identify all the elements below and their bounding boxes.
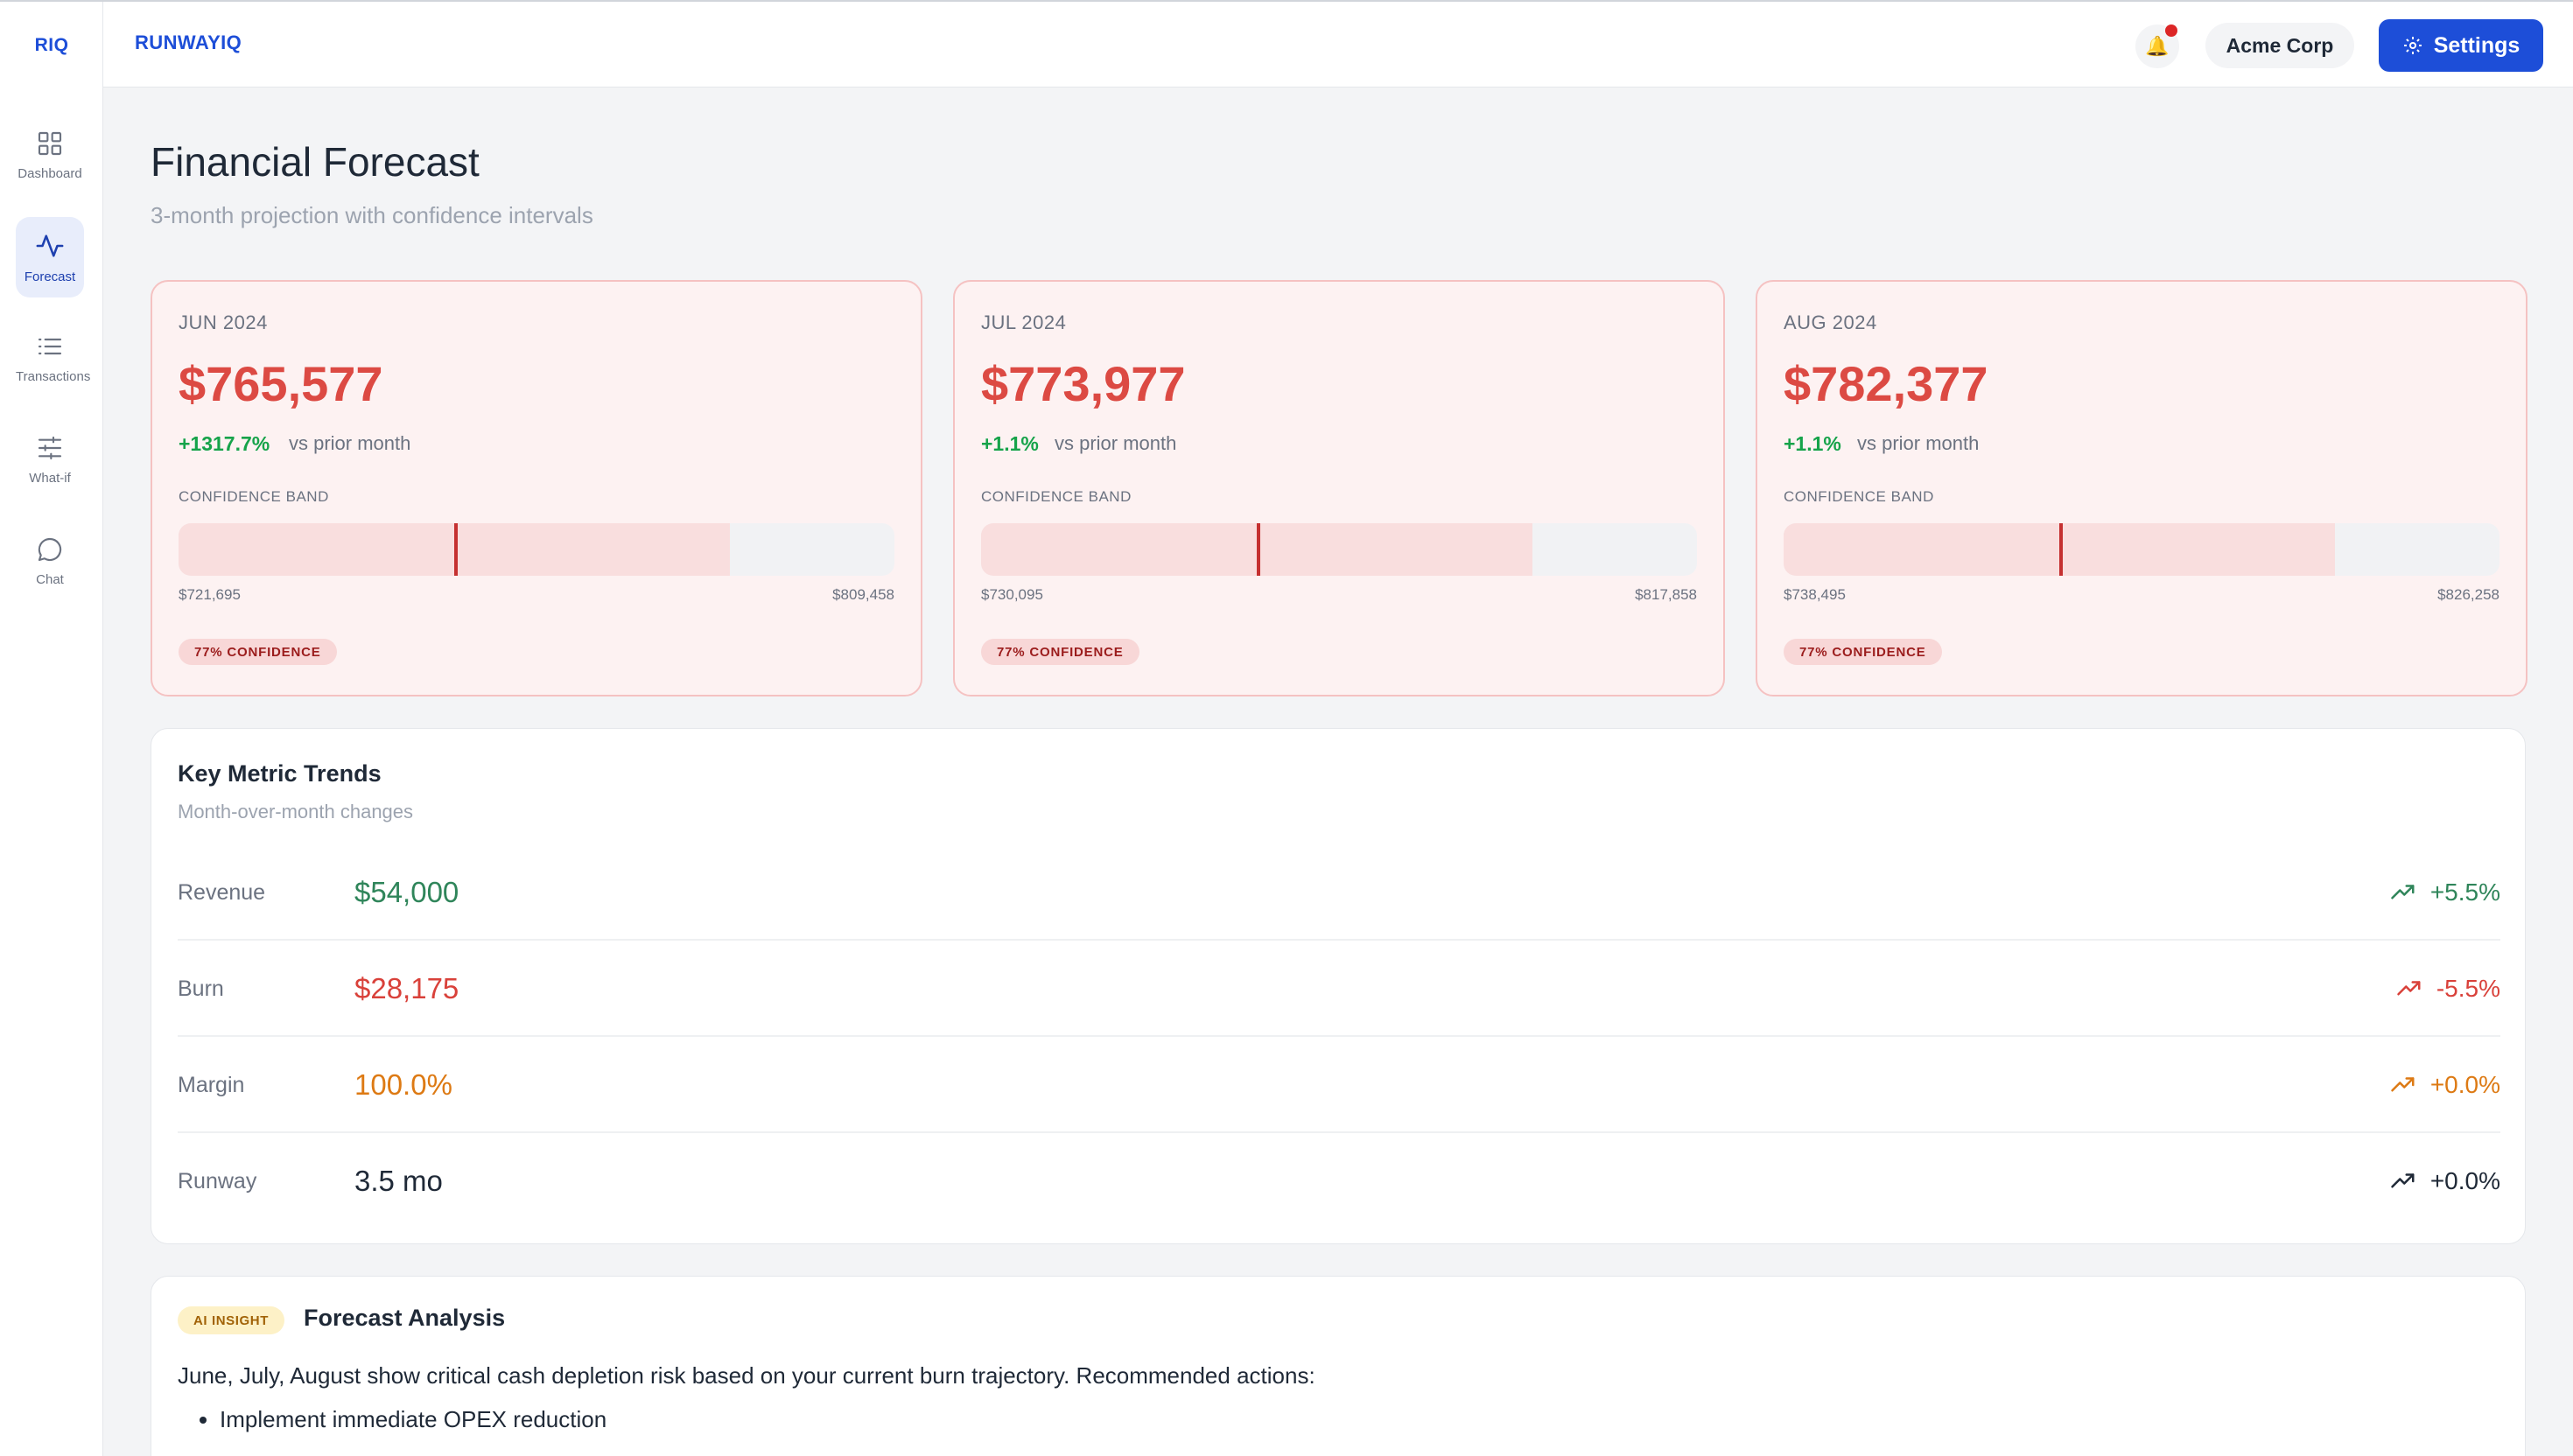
confidence-band-marker xyxy=(1257,523,1260,576)
gear-icon xyxy=(2403,37,2422,54)
notification-dot xyxy=(2165,24,2177,37)
trending-up-icon xyxy=(2391,1173,2415,1188)
trending-up-icon xyxy=(2391,885,2415,900)
trends-subtitle: Month-over-month changes xyxy=(178,801,414,822)
forecast-month: JUL 2024 xyxy=(981,312,1067,333)
settings-label: Settings xyxy=(2433,32,2520,58)
band-high-value: $817,858 xyxy=(1635,586,1697,603)
confidence-band-label: CONFIDENCE BAND xyxy=(179,488,329,505)
metric-value: $28,175 xyxy=(354,972,459,1004)
confidence-band-label: CONFIDENCE BAND xyxy=(1784,488,1934,505)
confidence-band-marker xyxy=(454,523,458,576)
forecast-vs-label: vs prior month xyxy=(289,432,411,454)
forecast-delta: +1.1% xyxy=(981,432,1039,455)
metric-change-value: -5.5% xyxy=(2436,975,2500,1002)
list-item: Implement immediate OPEX reduction xyxy=(220,1406,606,1433)
forecast-vs-label: vs prior month xyxy=(1055,432,1177,454)
confidence-badge: 77% CONFIDENCE xyxy=(1784,639,1942,665)
forecast-amount: $782,377 xyxy=(1784,356,1988,411)
metric-value: 3.5 mo xyxy=(354,1165,443,1197)
forecast-vs-label: vs prior month xyxy=(1857,432,1980,454)
trend-row-runway: Runway 3.5 mo +0.0% xyxy=(178,1133,2500,1229)
forecast-delta: +1.1% xyxy=(1784,432,1841,455)
metric-name: Revenue xyxy=(178,880,266,905)
metric-change-value: +0.0% xyxy=(2429,1167,2500,1194)
settings-button[interactable]: Settings xyxy=(2379,19,2543,72)
forecast-month: AUG 2024 xyxy=(1784,312,1877,333)
metric-change: +0.0% xyxy=(2390,1037,2500,1133)
sidebar-item-label: Chat xyxy=(36,572,64,587)
key-metric-trends-card: Key Metric Trends Month-over-month chang… xyxy=(151,728,2526,1244)
metric-change-value: +0.0% xyxy=(2429,1071,2500,1098)
chat-icon xyxy=(38,537,62,562)
insight-body: June, July, August show critical cash de… xyxy=(178,1362,1315,1389)
app-logo[interactable]: RIQ xyxy=(34,35,69,55)
sidebar-item-forecast[interactable]: Forecast xyxy=(16,217,84,298)
sidebar-item-label: What-if xyxy=(29,471,71,486)
confidence-band xyxy=(179,523,894,576)
sidebar-item-dashboard[interactable]: Dashboard xyxy=(16,116,84,196)
metric-change-value: +5.5% xyxy=(2429,878,2500,906)
grid-icon xyxy=(38,131,62,156)
sidebar-item-what-if[interactable]: What-if xyxy=(16,420,84,500)
band-low-value: $738,495 xyxy=(1784,586,1846,603)
forecast-amount: $765,577 xyxy=(179,356,383,411)
metric-change: +5.5% xyxy=(2390,844,2500,941)
metric-value: 100.0% xyxy=(354,1068,452,1101)
sidebar-item-label: Transactions xyxy=(16,369,91,384)
band-low-value: $730,095 xyxy=(981,586,1043,603)
confidence-band-marker xyxy=(2059,523,2063,576)
activity-icon xyxy=(36,234,64,257)
sidebar-item-chat[interactable]: Chat xyxy=(16,522,84,602)
metric-name: Margin xyxy=(178,1073,245,1097)
confidence-band xyxy=(1784,523,2499,576)
band-high-value: $826,258 xyxy=(2437,586,2499,603)
forecast-card-jul: JUL 2024 $773,977 +1.1% vs prior month C… xyxy=(953,280,1725,696)
forecast-analysis-card: AI INSIGHT Forecast Analysis June, July,… xyxy=(151,1276,2526,1456)
sidebar: RIQ Dashboard Forecast Transactions What… xyxy=(0,2,103,1456)
top-bar: RUNWAYIQ 🔔 Acme Corp Settings xyxy=(103,2,2573,88)
notifications-button[interactable]: 🔔 xyxy=(2135,24,2179,68)
trending-up-icon xyxy=(2391,1077,2415,1092)
trend-row-revenue: Revenue $54,000 +5.5% xyxy=(178,844,2500,941)
ai-insight-badge: AI INSIGHT xyxy=(178,1306,285,1334)
metric-change: +0.0% xyxy=(2390,1133,2500,1229)
metric-value: $54,000 xyxy=(354,876,459,908)
sliders-icon xyxy=(38,436,62,460)
metric-name: Runway xyxy=(178,1169,257,1194)
trend-row-margin: Margin 100.0% +0.0% xyxy=(178,1037,2500,1133)
band-high-value: $809,458 xyxy=(832,586,894,603)
forecast-card-aug: AUG 2024 $782,377 +1.1% vs prior month C… xyxy=(1756,280,2527,696)
bell-icon: 🔔 xyxy=(2145,35,2170,57)
metric-change: -5.5% xyxy=(2396,941,2500,1037)
company-switcher[interactable]: Acme Corp xyxy=(2205,23,2354,68)
confidence-badge: 77% CONFIDENCE xyxy=(981,639,1139,665)
forecast-amount: $773,977 xyxy=(981,356,1186,411)
trends-title: Key Metric Trends xyxy=(178,760,382,787)
confidence-band-label: CONFIDENCE BAND xyxy=(981,488,1132,505)
confidence-band xyxy=(981,523,1697,576)
trending-up-icon xyxy=(2397,981,2421,996)
metric-name: Burn xyxy=(178,976,224,1001)
sidebar-item-transactions[interactable]: Transactions xyxy=(16,318,91,399)
sidebar-item-label: Dashboard xyxy=(18,166,82,181)
insight-title: Forecast Analysis xyxy=(304,1305,506,1331)
page-subtitle: 3-month projection with confidence inter… xyxy=(151,202,593,228)
brand-name[interactable]: RUNWAYIQ xyxy=(135,32,242,53)
forecast-month: JUN 2024 xyxy=(179,312,268,333)
forecast-delta: +1317.7% xyxy=(179,432,270,455)
sidebar-item-label: Forecast xyxy=(24,270,76,284)
trend-row-burn: Burn $28,175 -5.5% xyxy=(178,941,2500,1037)
page-title: Financial Forecast xyxy=(151,139,480,185)
confidence-badge: 77% CONFIDENCE xyxy=(179,639,337,665)
band-low-value: $721,695 xyxy=(179,586,241,603)
list-icon xyxy=(38,338,62,355)
recommended-actions-list: Implement immediate OPEX reduction xyxy=(193,1406,606,1449)
forecast-card-jun: JUN 2024 $765,577 +1317.7% vs prior mont… xyxy=(151,280,922,696)
